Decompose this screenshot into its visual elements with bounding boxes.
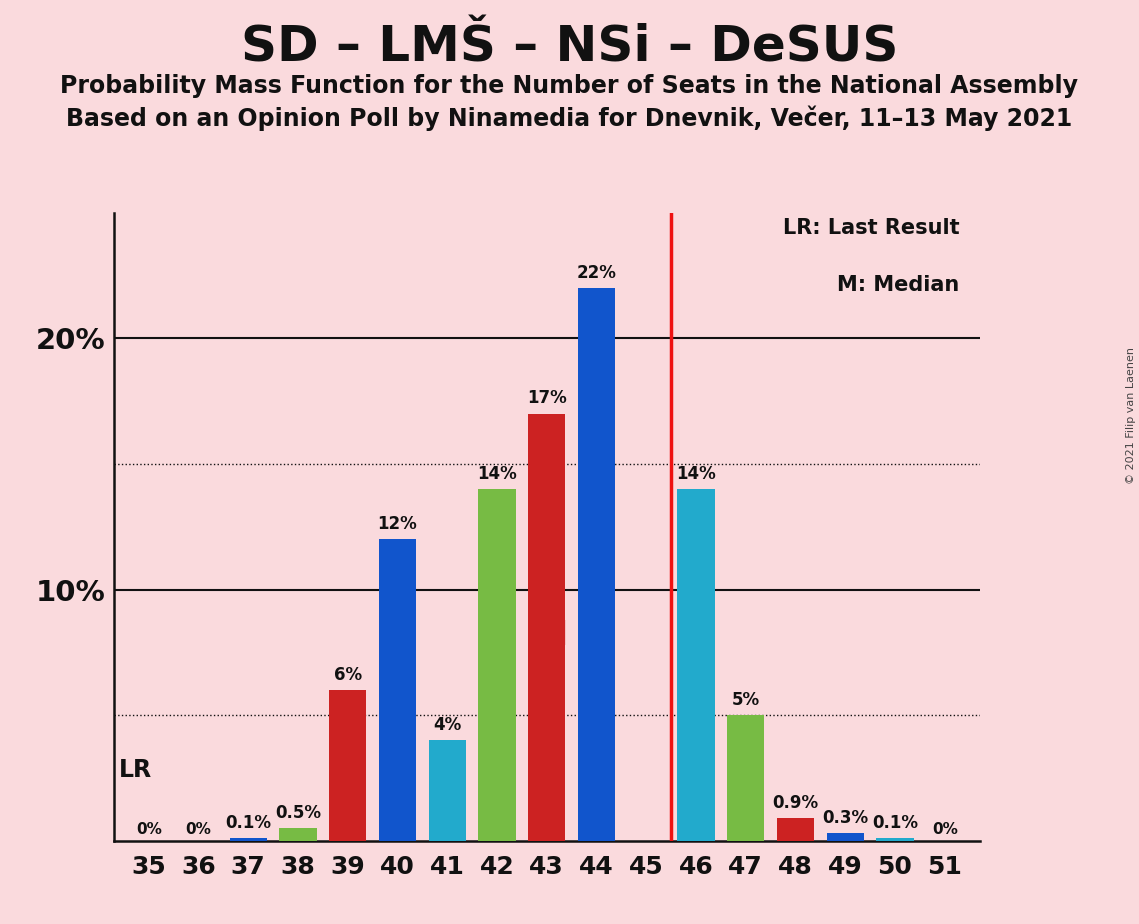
Text: M: Median: M: Median (837, 275, 960, 296)
Text: Probability Mass Function for the Number of Seats in the National Assembly: Probability Mass Function for the Number… (60, 74, 1079, 98)
Text: LR: Last Result: LR: Last Result (782, 217, 960, 237)
Bar (428, 740, 466, 841)
Bar (577, 288, 615, 841)
Text: 14%: 14% (477, 465, 517, 482)
Text: 17%: 17% (527, 389, 566, 407)
Text: 0%: 0% (186, 822, 212, 837)
Text: © 2021 Filip van Laenen: © 2021 Filip van Laenen (1126, 347, 1136, 484)
Text: SD – LMŠ – NSi – DeSUS: SD – LMŠ – NSi – DeSUS (240, 23, 899, 71)
Bar (727, 715, 764, 841)
Text: 0.5%: 0.5% (274, 804, 321, 822)
Bar (329, 690, 367, 841)
Bar (379, 540, 416, 841)
Text: 4%: 4% (433, 716, 461, 734)
Bar (827, 833, 863, 841)
Text: 12%: 12% (378, 515, 417, 533)
Text: LR: LR (118, 759, 151, 783)
Bar (230, 838, 267, 841)
Bar (279, 828, 317, 841)
Text: M: M (535, 619, 568, 652)
Text: Based on an Opinion Poll by Ninamedia for Dnevnik, Večer, 11–13 May 2021: Based on an Opinion Poll by Ninamedia fo… (66, 105, 1073, 131)
Bar (876, 838, 913, 841)
Text: 14%: 14% (677, 465, 715, 482)
Text: 5%: 5% (731, 691, 760, 709)
Text: 0.9%: 0.9% (772, 794, 819, 812)
Bar (678, 489, 714, 841)
Text: 0.1%: 0.1% (226, 814, 271, 832)
Text: 0.3%: 0.3% (822, 809, 868, 827)
Text: 0%: 0% (136, 822, 162, 837)
Text: 0%: 0% (932, 822, 958, 837)
Text: 0.1%: 0.1% (872, 814, 918, 832)
Bar (528, 414, 565, 841)
Text: 6%: 6% (334, 666, 362, 684)
Bar (478, 489, 516, 841)
Text: 22%: 22% (576, 263, 616, 282)
Bar (777, 819, 814, 841)
